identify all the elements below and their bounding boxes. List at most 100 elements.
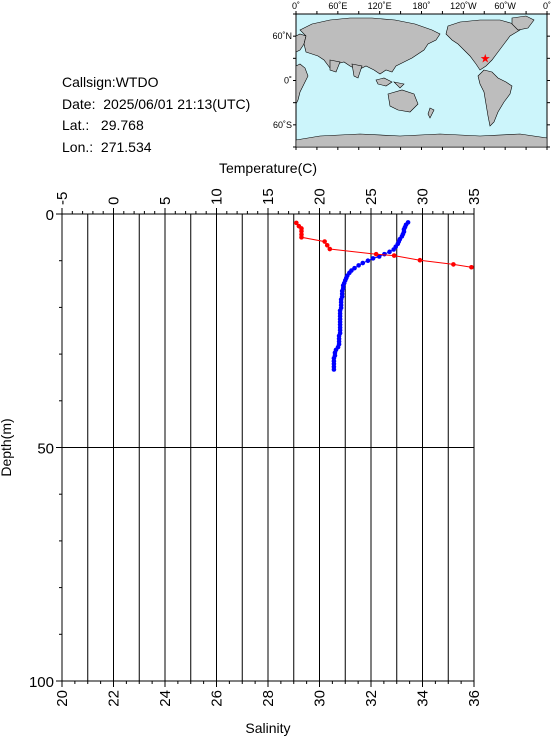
temperature-data-point [370,256,376,261]
location-map: 0˚ 60˚E 120˚E 180˚ 120˚W 60˚W 0˚ 60˚N 0˚ 60˚S ★ [272,1,551,150]
map-longitude-label: 0˚ [292,1,300,11]
temperature-data-point [336,339,342,344]
station-marker-icon: ★ [480,52,491,66]
salinity-data-point [294,220,299,226]
temperature-tick-label: 35 [466,188,483,205]
temperature-data-point [401,227,407,232]
temperature-data-point [337,319,343,325]
temperature-data-point [337,308,343,313]
temperature-data-point [397,236,403,242]
latitude-text: Lat.: 29.768 [62,117,144,133]
temperature-tick-label: 20 [312,188,329,205]
temperature-data-point [336,341,342,347]
salinity-data-point [299,228,304,234]
salinity-data-point [373,251,379,257]
callsign-text: Callsign:WTDO [62,74,159,90]
temperature-data-point [399,234,405,239]
salinity-data-point [299,226,304,231]
temperature-data-point [405,220,411,225]
depth-tick-label: 100 [29,674,54,691]
map-longitude-label: 120˚E [368,1,392,11]
map-longitude-label: 60˚E [328,1,347,11]
salinity-tick-label: 20 [54,690,71,707]
temperature-data-point [365,258,371,264]
temperature-data-point [336,333,342,339]
longitude-text: Lon.: 271.534 [62,138,152,155]
temperature-data-point [336,336,342,341]
temperature-tick-label: 25 [363,188,380,205]
temperature-data-point [332,353,338,358]
map-longitude-label: 120˚W [450,1,477,11]
temperature-data-point [331,356,337,361]
temperature-data-point [401,229,407,235]
salinity-profile-line [295,222,472,268]
salinity-data-point [324,242,330,248]
temperature-data-point [337,330,343,336]
depth-tick-label: 0 [46,207,54,224]
date-text: Date: 2025/06/01 21:13(UTC) [62,95,251,112]
temperature-data-point [352,265,357,271]
temperature-tick-label: 30 [415,188,432,205]
salinity-data-point [299,235,304,240]
temperature-axis-title: Temperature(C) [219,160,317,176]
map-longitude-label: 60˚W [494,1,516,11]
temperature-data-point [349,268,354,273]
temperature-data-point [337,325,343,330]
temperature-data-point [395,241,401,247]
temperature-data-point [333,347,339,353]
temperature-data-point [339,288,345,294]
salinity-tick-label: 36 [466,690,483,707]
temperature-data-point [337,322,343,327]
temperature-data-point [400,231,406,237]
salinity-tick-label: 24 [157,690,174,707]
station-info: Callsign:WTDO Date: 2025/06/01 21:13(UTC… [62,72,250,158]
map-latitude-label: 60˚S [273,120,292,130]
temperature-data-point [331,367,337,372]
salinity-tick-label: 26 [209,690,226,707]
temperature-tick-label: 15 [260,188,277,205]
temperature-data-point [391,247,396,252]
plot-frame [61,213,475,682]
temperature-data-point [337,313,343,319]
salinity-axis-title: Salinity [245,720,290,736]
temperature-data-point [356,263,361,268]
temperature-data-point [396,239,402,244]
temperature-profile-line [333,222,409,370]
temperature-tick-label: -5 [54,192,71,205]
temperature-data-point [331,358,337,364]
temperature-data-point [338,305,344,311]
map-longitude-label: 0˚ [543,1,551,11]
temperature-data-point [347,270,352,276]
temperature-data-point [340,283,346,288]
depth-tick-label: 50 [37,441,54,458]
salinity-tick-label: 30 [312,690,329,707]
salinity-tick-label: 22 [106,690,123,707]
temperature-data-point [337,327,343,333]
depth-axis-title: Depth(m) [0,418,14,476]
temperature-data-point [338,302,344,308]
map-land [295,15,548,148]
salinity-tick-label: 32 [363,690,380,707]
map-latitude-label: 60˚N [272,31,292,41]
temperature-data-point [331,361,337,367]
temperature-data-point [339,291,345,297]
temperature-data-point [402,224,408,230]
temperature-data-point [338,297,344,302]
salinity-data-point [299,232,304,237]
temperature-data-point [403,222,409,228]
temperature-data-point [340,285,346,291]
salinity-data-point [391,253,397,258]
salinity-tick-label: 28 [260,690,277,707]
map-latitude-label: 0˚ [284,76,292,86]
temperature-tick-label: 0 [106,197,123,205]
temperature-data-point [338,299,344,305]
temperature-data-point [337,316,343,322]
temperature-tick-label: 5 [157,197,174,205]
salinity-data-point [296,223,302,229]
salinity-data-point [417,257,423,263]
temperature-data-point [387,249,392,255]
salinity-data-point [327,246,333,252]
salinity-data-point [451,262,456,267]
temperature-data-point [382,251,387,257]
salinity-data-point [469,264,474,270]
